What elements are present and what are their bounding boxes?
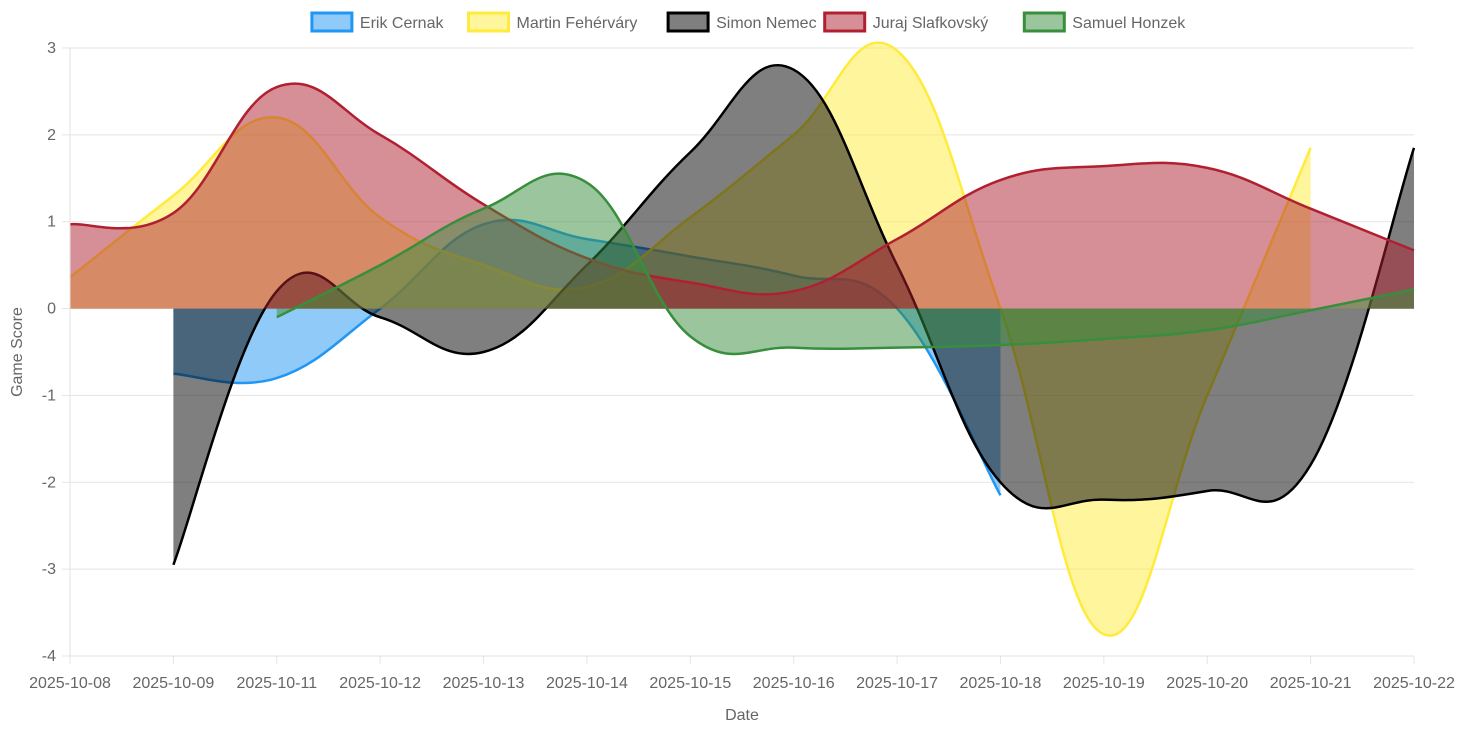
legend-swatch <box>1022 11 1066 33</box>
y-tick-label: 2 <box>47 127 56 144</box>
x-tick-label: 2025-10-15 <box>649 675 731 692</box>
x-tick-label: 2025-10-13 <box>443 675 525 692</box>
series-areas <box>69 41 1416 637</box>
x-axis-title: Date <box>725 707 759 724</box>
series-5 <box>276 172 1415 356</box>
legend-swatch <box>467 11 510 33</box>
x-tick-label: 2025-10-08 <box>29 675 111 692</box>
legend-item: Samuel Honzek <box>1022 11 1186 33</box>
y-tick-label: -2 <box>42 474 56 491</box>
x-tick-label: 2025-10-22 <box>1373 675 1455 692</box>
axes: 3 2 1 0 -1 -2 -3 -4 2025-10-08 2025-10-09 2025-10-… <box>29 40 1455 692</box>
x-tick-label: 2025-10-14 <box>546 675 628 692</box>
y-tick-label: 3 <box>47 40 56 57</box>
y-tick-label: -3 <box>42 561 56 578</box>
legend: Erik Cernak Martin Fehérváry Simon Nemec Ju… <box>310 11 1186 33</box>
legend-label: Martin Fehérváry <box>517 15 638 32</box>
legend-label: Juraj Slafkovský <box>873 15 989 32</box>
legend-swatch <box>310 11 354 33</box>
series-line <box>69 82 1415 296</box>
y-tick-label: -4 <box>42 648 56 665</box>
legend-item: Juraj Slafkovský <box>823 11 989 33</box>
x-tick-label: 2025-10-17 <box>856 675 938 692</box>
legend-label: Simon Nemec <box>716 15 816 32</box>
legend-label: Samuel Honzek <box>1072 15 1186 32</box>
series-area-fill <box>276 173 1414 354</box>
x-tick-label: 2025-10-16 <box>753 675 835 692</box>
legend-item: Simon Nemec <box>666 11 817 33</box>
y-tick-label: -1 <box>42 387 56 404</box>
legend-item: Erik Cernak <box>310 11 445 33</box>
x-tick-label: 2025-10-21 <box>1270 675 1352 692</box>
x-tick-label: 2025-10-18 <box>960 675 1042 692</box>
series-line <box>276 172 1415 356</box>
x-tick-label: 2025-10-09 <box>132 675 214 692</box>
x-tick-label: 2025-10-20 <box>1166 675 1248 692</box>
x-tick-label: 2025-10-11 <box>236 675 317 692</box>
legend-swatch <box>823 11 867 33</box>
y-tick-label: 1 <box>47 214 56 231</box>
legend-swatch <box>666 11 710 33</box>
x-tick-label: 2025-10-19 <box>1063 675 1145 692</box>
legend-item: Martin Fehérváry <box>467 11 638 33</box>
y-tick-label: 0 <box>47 301 56 318</box>
legend-label: Erik Cernak <box>360 15 445 32</box>
y-axis-title: Game Score <box>9 307 26 397</box>
x-tick-label: 2025-10-12 <box>339 675 421 692</box>
series-area-fill <box>173 65 1414 565</box>
